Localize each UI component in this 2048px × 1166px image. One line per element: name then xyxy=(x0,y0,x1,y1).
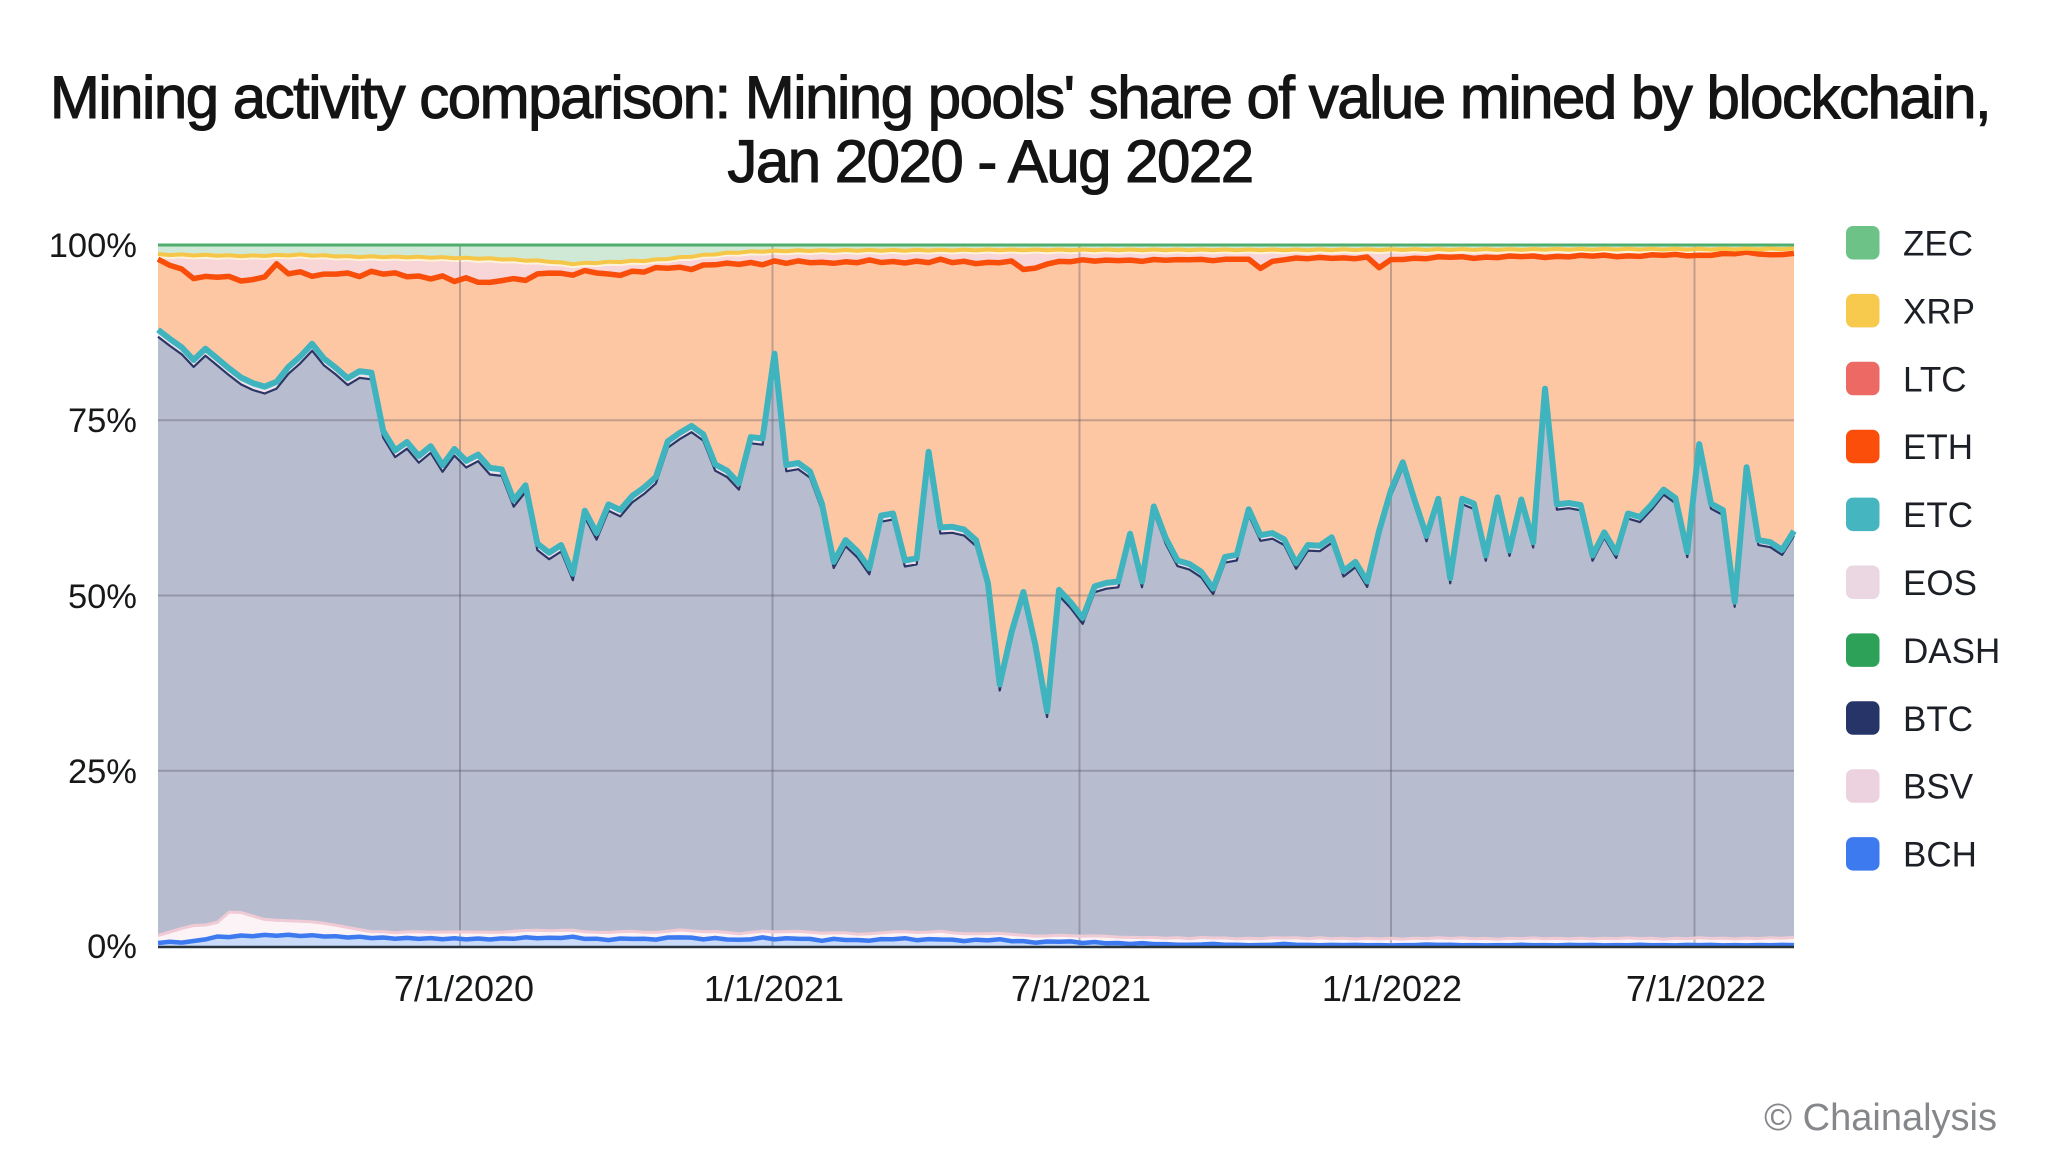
svg-text:1/1/2022: 1/1/2022 xyxy=(1322,968,1462,1009)
svg-text:7/1/2022: 7/1/2022 xyxy=(1626,968,1766,1009)
svg-text:7/1/2020: 7/1/2020 xyxy=(394,968,534,1009)
svg-text:ZEC: ZEC xyxy=(1903,225,1973,264)
svg-text:BSV: BSV xyxy=(1903,768,1974,807)
svg-text:25%: 25% xyxy=(68,753,137,791)
svg-text:© Chainalysis: © Chainalysis xyxy=(1764,1097,1997,1139)
svg-text:BCH: BCH xyxy=(1903,836,1977,875)
svg-text:EOS: EOS xyxy=(1903,564,1977,603)
svg-text:Mining activity comparison: Mi: Mining activity comparison: Mining pools… xyxy=(50,64,1990,131)
svg-text:Jan 2020 - Aug 2022: Jan 2020 - Aug 2022 xyxy=(727,128,1252,195)
svg-text:75%: 75% xyxy=(68,402,137,440)
svg-text:LTC: LTC xyxy=(1903,360,1967,399)
svg-text:ETH: ETH xyxy=(1903,428,1973,467)
svg-text:BTC: BTC xyxy=(1903,700,1973,739)
svg-text:DASH: DASH xyxy=(1903,632,2000,671)
svg-text:50%: 50% xyxy=(68,578,137,616)
svg-text:ETC: ETC xyxy=(1903,496,1973,535)
svg-text:1/1/2021: 1/1/2021 xyxy=(704,968,844,1009)
svg-text:100%: 100% xyxy=(49,227,137,265)
svg-text:XRP: XRP xyxy=(1903,292,1975,331)
svg-text:7/1/2021: 7/1/2021 xyxy=(1011,968,1151,1009)
svg-text:0%: 0% xyxy=(87,928,137,966)
